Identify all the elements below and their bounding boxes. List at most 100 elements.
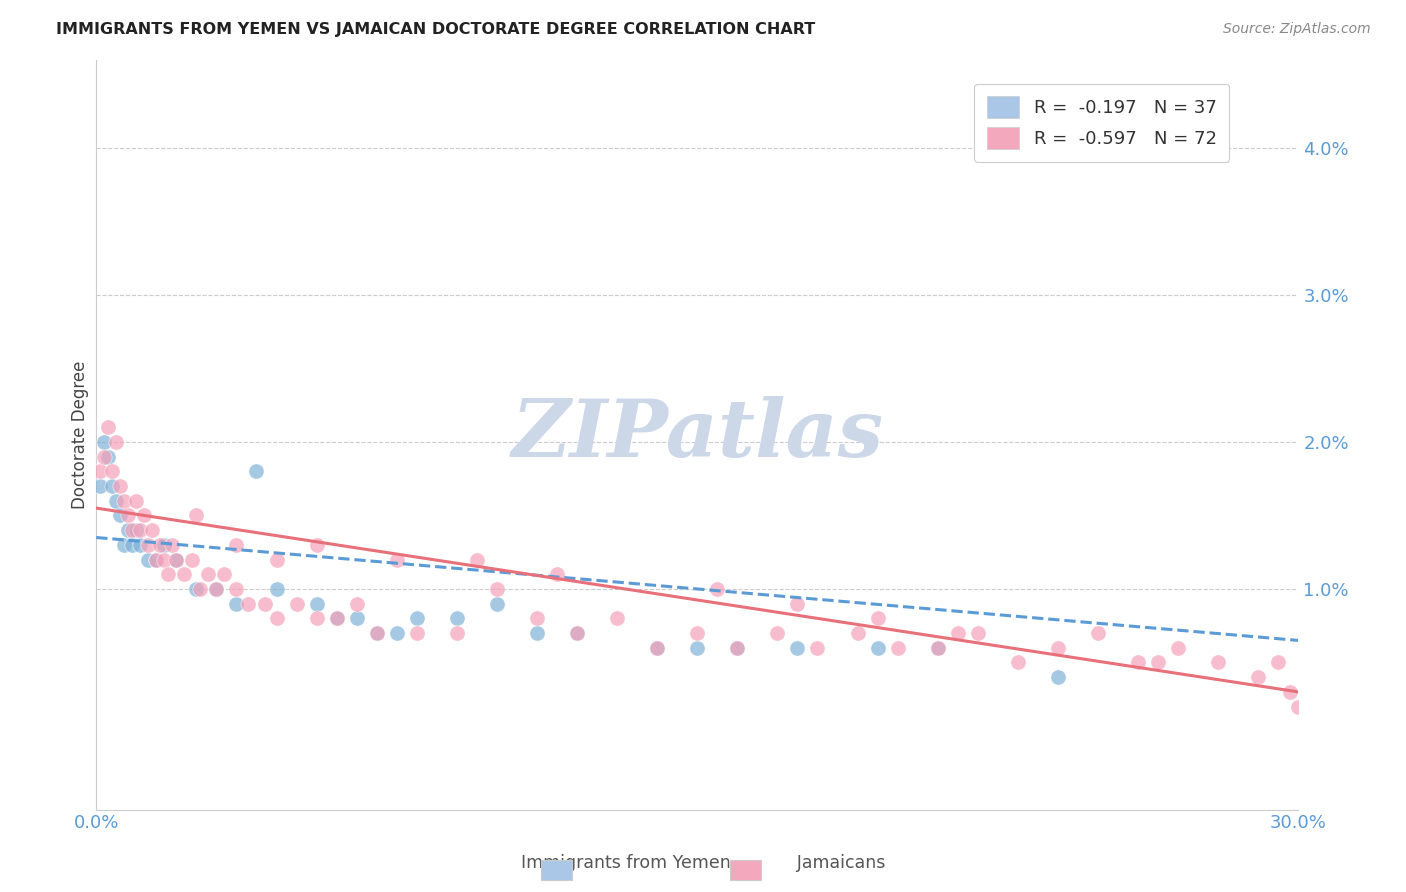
Point: [465, 552, 488, 566]
Point: [136, 538, 159, 552]
Point: [165, 552, 187, 566]
Point: [366, 626, 388, 640]
Point: [385, 626, 408, 640]
Point: [181, 552, 204, 566]
Point: [806, 640, 828, 655]
Point: [1046, 670, 1069, 684]
Point: [645, 640, 668, 655]
Point: [153, 538, 176, 552]
Point: [866, 640, 889, 655]
Point: [946, 626, 969, 640]
Point: [565, 626, 588, 640]
Point: [186, 582, 208, 596]
Point: [1267, 656, 1289, 670]
Text: IMMIGRANTS FROM YEMEN VS JAMAICAN DOCTORATE DEGREE CORRELATION CHART: IMMIGRANTS FROM YEMEN VS JAMAICAN DOCTOR…: [56, 22, 815, 37]
Point: [145, 552, 167, 566]
Point: [112, 538, 135, 552]
Point: [225, 597, 247, 611]
Point: [225, 538, 247, 552]
Point: [110, 508, 132, 523]
Point: [1167, 640, 1189, 655]
Point: [1286, 699, 1309, 714]
Point: [686, 626, 709, 640]
Point: [485, 597, 508, 611]
Point: [129, 538, 152, 552]
Point: [866, 611, 889, 625]
Point: [245, 464, 267, 478]
Point: [526, 626, 548, 640]
Point: [886, 640, 908, 655]
Point: [93, 450, 115, 464]
Point: [225, 582, 247, 596]
Point: [162, 538, 184, 552]
Point: [134, 508, 156, 523]
Legend: R =  -0.197   N = 37, R =  -0.597   N = 72: R = -0.197 N = 37, R = -0.597 N = 72: [974, 84, 1229, 162]
Point: [97, 420, 120, 434]
Point: [966, 626, 988, 640]
Point: [89, 464, 111, 478]
Point: [117, 523, 139, 537]
Point: [186, 508, 208, 523]
Point: [101, 479, 124, 493]
Point: [346, 611, 368, 625]
Point: [385, 552, 408, 566]
Text: Source: ZipAtlas.com: Source: ZipAtlas.com: [1223, 22, 1371, 37]
Point: [125, 493, 148, 508]
Point: [405, 626, 427, 640]
Point: [153, 552, 176, 566]
Point: [645, 640, 668, 655]
Point: [305, 538, 328, 552]
Point: [786, 640, 808, 655]
Point: [157, 567, 180, 582]
Point: [205, 582, 228, 596]
Point: [305, 597, 328, 611]
Point: [305, 611, 328, 625]
Point: [686, 640, 709, 655]
Point: [706, 582, 728, 596]
Point: [117, 508, 139, 523]
Point: [101, 464, 124, 478]
Point: [346, 597, 368, 611]
Point: [565, 626, 588, 640]
Point: [725, 640, 748, 655]
Point: [110, 479, 132, 493]
Point: [1206, 656, 1229, 670]
Text: ZIPatlas: ZIPatlas: [512, 396, 883, 474]
Point: [97, 450, 120, 464]
Point: [366, 626, 388, 640]
Point: [266, 552, 288, 566]
Point: [121, 538, 143, 552]
Point: [1279, 685, 1302, 699]
Point: [325, 611, 347, 625]
Point: [205, 582, 228, 596]
Point: [1126, 656, 1149, 670]
Point: [405, 611, 427, 625]
Point: [149, 538, 172, 552]
Point: [766, 626, 789, 640]
Point: [325, 611, 347, 625]
Point: [285, 597, 308, 611]
Text: Immigrants from Yemen            Jamaicans: Immigrants from Yemen Jamaicans: [520, 855, 886, 872]
Point: [846, 626, 869, 640]
Point: [253, 597, 276, 611]
Point: [136, 552, 159, 566]
Point: [197, 567, 219, 582]
Point: [105, 434, 128, 449]
Point: [526, 611, 548, 625]
Point: [121, 523, 143, 537]
Point: [1087, 626, 1109, 640]
Point: [214, 567, 236, 582]
Point: [145, 552, 167, 566]
Point: [141, 523, 163, 537]
Point: [173, 567, 195, 582]
Y-axis label: Doctorate Degree: Doctorate Degree: [72, 360, 89, 508]
Point: [129, 523, 152, 537]
Point: [190, 582, 212, 596]
Point: [485, 582, 508, 596]
Point: [112, 493, 135, 508]
Point: [1007, 656, 1029, 670]
Point: [266, 611, 288, 625]
Point: [546, 567, 568, 582]
Point: [446, 611, 468, 625]
Point: [93, 434, 115, 449]
